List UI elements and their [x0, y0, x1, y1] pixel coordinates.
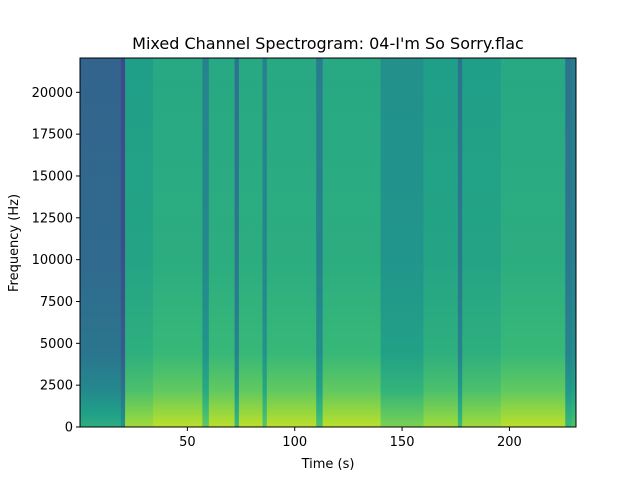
spectrogram-segment	[125, 58, 154, 427]
plot-area	[80, 58, 577, 427]
y-tick-label: 2500	[40, 379, 73, 394]
spectrogram-segment	[120, 58, 126, 427]
spectrogram-segment	[316, 58, 324, 427]
spectrogram-segment	[380, 58, 424, 427]
x-tick-label: 50	[179, 435, 196, 450]
y-tick-label: 7500	[40, 295, 73, 310]
spectrogram-segment	[234, 58, 240, 427]
chart-title: Mixed Channel Spectrogram: 04-I'm So Sor…	[132, 34, 524, 53]
y-tick-label: 12500	[32, 211, 73, 226]
x-tick-label: 100	[282, 435, 307, 450]
spectrogram-segment	[322, 58, 381, 427]
spectrogram-segment	[266, 58, 317, 427]
y-axis-label: Frequency (Hz)	[7, 194, 22, 292]
spectrogram-segment	[565, 58, 573, 427]
spectrogram-segment	[262, 58, 268, 427]
plot-frame	[79, 57, 577, 428]
y-tick-label: 10000	[32, 253, 73, 268]
y-tick-label: 20000	[32, 86, 73, 101]
spectrogram-segment	[457, 58, 463, 427]
x-tick-label: 150	[390, 435, 415, 450]
spectrogram-segment	[238, 58, 263, 427]
spectrogram-segment	[80, 58, 122, 427]
x-axis-label: Time (s)	[301, 457, 355, 472]
spectrogram-segment	[571, 58, 577, 427]
spectrogram-segment	[202, 58, 210, 427]
y-tick-label: 0	[65, 421, 73, 436]
x-axis: 50 100 150 200	[179, 427, 522, 450]
y-axis: 0 2500 5000 7500 10000 12500 15000 17500 20000	[32, 86, 80, 436]
x-tick-label: 200	[497, 435, 522, 450]
spectrogram-segment	[500, 58, 566, 427]
y-tick-label: 17500	[32, 128, 73, 143]
y-tick-label: 15000	[32, 169, 73, 184]
spectrogram-segment	[153, 58, 203, 427]
spectrogram-segment	[208, 58, 235, 427]
spectrogram-segment	[462, 58, 502, 427]
spectrogram-segment	[423, 58, 459, 427]
y-tick-label: 5000	[40, 337, 73, 352]
